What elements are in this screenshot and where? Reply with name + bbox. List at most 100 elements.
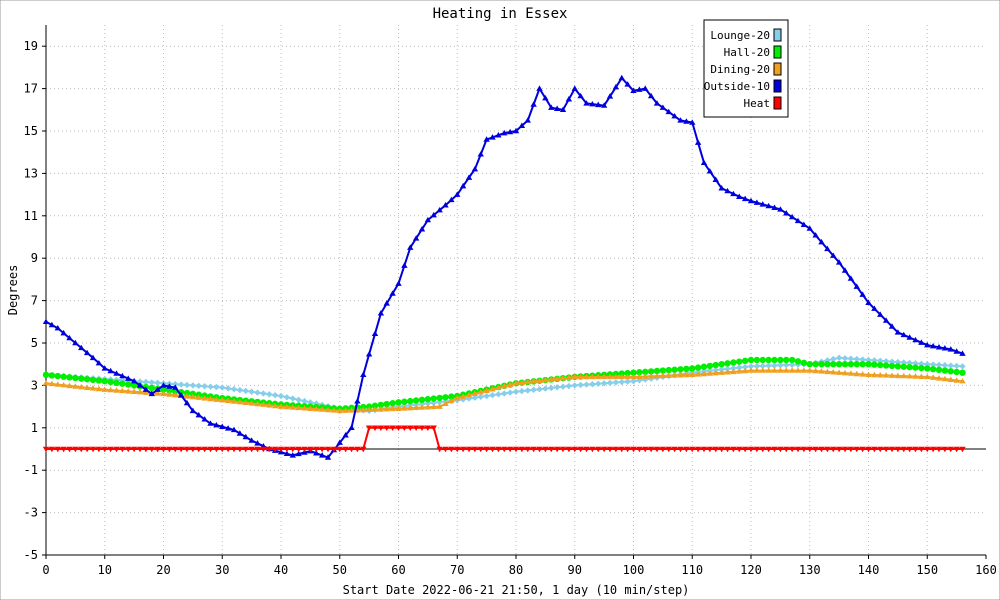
data-point-heat bbox=[471, 446, 479, 453]
data-point-hall-20 bbox=[683, 365, 690, 373]
data-point-hall-20 bbox=[647, 368, 655, 375]
data-point-dining-20 bbox=[900, 372, 907, 379]
data-point-dining-20 bbox=[589, 373, 596, 380]
data-point-dining-20 bbox=[442, 400, 449, 407]
data-point-outside-10 bbox=[371, 330, 379, 337]
data-point-hall-20 bbox=[941, 367, 949, 374]
data-point-hall-20 bbox=[882, 362, 890, 369]
data-point-lounge-20 bbox=[518, 387, 526, 395]
y-tick-label: 17 bbox=[24, 82, 38, 96]
data-point-dining-20 bbox=[78, 383, 85, 390]
data-point-outside-10 bbox=[630, 87, 637, 93]
data-point-dining-20 bbox=[683, 371, 690, 378]
data-point-outside-10 bbox=[42, 318, 50, 325]
x-axis-label: Start Date 2022-06-21 21:50, 1 day (10 m… bbox=[343, 583, 690, 597]
data-point-dining-20 bbox=[583, 373, 590, 380]
data-point-dining-20 bbox=[365, 406, 373, 413]
data-point-heat bbox=[518, 446, 526, 453]
data-point-heat bbox=[506, 446, 514, 453]
data-point-dining-20 bbox=[389, 405, 396, 412]
data-point-dining-20 bbox=[248, 400, 255, 406]
data-point-heat bbox=[242, 446, 249, 453]
data-point-heat bbox=[606, 446, 614, 453]
data-point-heat bbox=[330, 446, 338, 453]
data-point-heat bbox=[700, 446, 708, 453]
data-point-dining-20 bbox=[189, 393, 197, 400]
data-point-dining-20 bbox=[324, 406, 332, 413]
data-point-hall-20 bbox=[630, 369, 637, 376]
x-tick-label: 160 bbox=[975, 563, 997, 577]
data-point-outside-10 bbox=[918, 339, 925, 345]
data-point-heat bbox=[600, 446, 608, 453]
data-point-hall-20 bbox=[718, 361, 725, 368]
data-point-hall-20 bbox=[824, 361, 831, 368]
data-point-heat bbox=[160, 446, 167, 453]
data-point-dining-20 bbox=[195, 394, 202, 400]
data-point-dining-20 bbox=[271, 402, 279, 409]
data-point-hall-20 bbox=[148, 384, 155, 392]
data-point-outside-10 bbox=[736, 193, 743, 199]
data-point-dining-20 bbox=[847, 370, 855, 376]
data-point-lounge-20 bbox=[577, 381, 584, 389]
data-point-outside-10 bbox=[706, 168, 714, 174]
data-point-dining-20 bbox=[559, 374, 567, 381]
data-point-dining-20 bbox=[201, 395, 208, 401]
data-point-hall-20 bbox=[166, 387, 173, 394]
data-point-dining-20 bbox=[882, 372, 890, 378]
data-point-hall-20 bbox=[788, 356, 796, 364]
data-point-heat bbox=[459, 446, 467, 453]
data-point-dining-20 bbox=[166, 391, 173, 397]
data-point-outside-10 bbox=[483, 136, 490, 142]
data-point-dining-20 bbox=[730, 368, 737, 375]
data-point-heat bbox=[224, 446, 232, 453]
data-point-heat bbox=[183, 446, 191, 453]
data-point-dining-20 bbox=[436, 403, 443, 409]
legend-label-dining-20: Dining-20 bbox=[710, 63, 770, 76]
legend-swatch-dining-20 bbox=[773, 62, 782, 76]
data-point-outside-10 bbox=[929, 342, 937, 349]
data-point-outside-10 bbox=[794, 217, 802, 224]
data-point-dining-20 bbox=[336, 407, 343, 414]
data-point-hall-20 bbox=[389, 400, 396, 407]
data-point-dining-20 bbox=[935, 375, 943, 381]
data-point-outside-10 bbox=[430, 211, 437, 218]
data-point-dining-20 bbox=[918, 373, 925, 379]
data-point-heat bbox=[230, 446, 238, 453]
data-point-heat bbox=[95, 446, 103, 453]
data-point-outside-10 bbox=[418, 226, 426, 232]
data-point-lounge-20 bbox=[771, 362, 778, 369]
data-point-dining-20 bbox=[959, 377, 966, 384]
data-point-hall-20 bbox=[894, 363, 902, 370]
data-point-lounge-20 bbox=[612, 379, 620, 386]
data-point-outside-10 bbox=[389, 290, 396, 296]
data-point-outside-10 bbox=[54, 324, 61, 331]
data-point-dining-20 bbox=[759, 367, 766, 373]
data-point-heat bbox=[882, 446, 890, 453]
x-tick-label: 20 bbox=[156, 563, 170, 577]
data-point-heat bbox=[207, 446, 214, 453]
data-point-outside-10 bbox=[559, 106, 567, 113]
data-point-outside-10 bbox=[512, 127, 520, 134]
data-point-outside-10 bbox=[642, 85, 649, 91]
data-point-heat bbox=[830, 446, 837, 453]
data-point-heat bbox=[912, 446, 919, 453]
x-tick-label: 80 bbox=[509, 563, 523, 577]
data-point-lounge-20 bbox=[177, 381, 185, 388]
data-point-outside-10 bbox=[700, 159, 708, 166]
data-point-dining-20 bbox=[412, 404, 420, 411]
data-point-hall-20 bbox=[929, 365, 937, 373]
data-point-outside-10 bbox=[148, 390, 155, 397]
data-point-heat bbox=[618, 446, 625, 453]
data-point-hall-20 bbox=[401, 398, 408, 405]
data-point-outside-10 bbox=[336, 439, 343, 445]
data-point-heat bbox=[677, 446, 684, 453]
data-point-heat bbox=[841, 446, 849, 453]
data-point-heat bbox=[924, 446, 931, 453]
data-point-hall-20 bbox=[918, 364, 925, 372]
data-point-dining-20 bbox=[348, 407, 355, 413]
data-point-dining-20 bbox=[953, 377, 960, 383]
data-point-heat bbox=[724, 446, 731, 453]
data-point-heat bbox=[771, 446, 778, 453]
data-point-dining-20 bbox=[101, 386, 108, 392]
data-point-lounge-20 bbox=[530, 386, 537, 394]
